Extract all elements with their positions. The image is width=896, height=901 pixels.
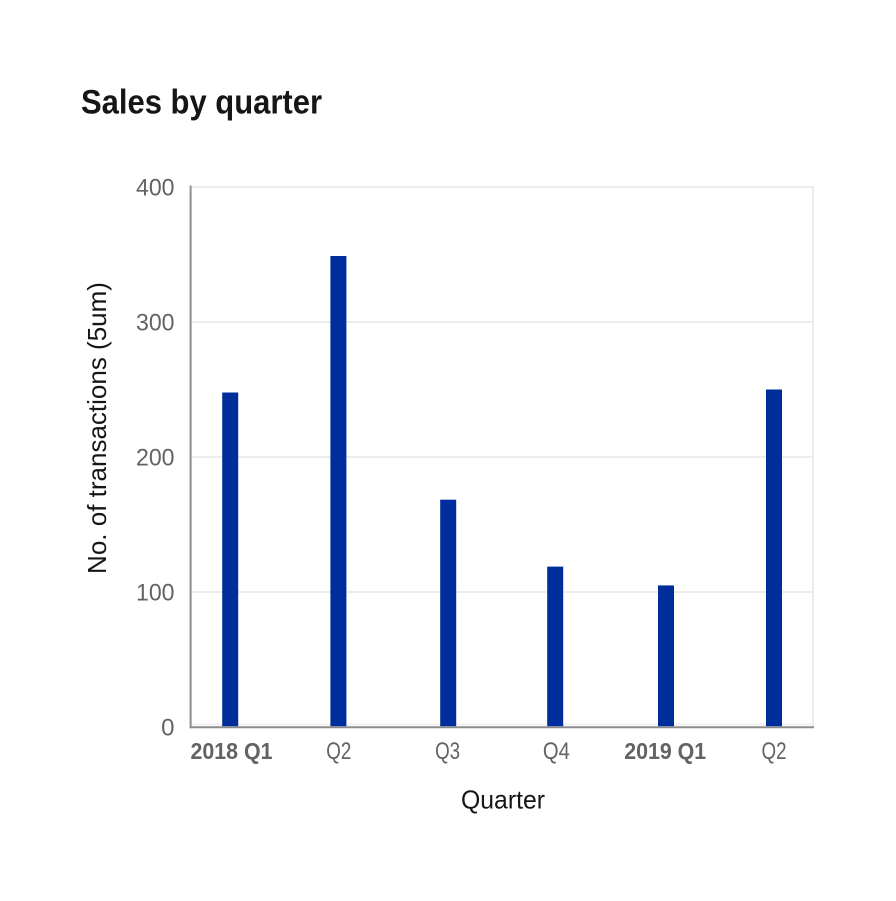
svg-text:Quarter: Quarter xyxy=(461,784,545,814)
svg-text:200: 200 xyxy=(136,445,175,472)
svg-text:No. of transactions (5um): No. of transactions (5um) xyxy=(82,282,112,574)
svg-text:Sales by quarter: Sales by quarter xyxy=(81,84,322,122)
svg-text:0: 0 xyxy=(161,715,174,742)
svg-text:Q2: Q2 xyxy=(326,738,351,765)
svg-text:100: 100 xyxy=(136,580,175,607)
svg-text:Q2: Q2 xyxy=(762,738,787,765)
svg-text:Q3: Q3 xyxy=(435,738,460,765)
svg-text:2019 Q1: 2019 Q1 xyxy=(624,738,706,764)
svg-text:400: 400 xyxy=(136,175,175,202)
svg-text:2018 Q1: 2018 Q1 xyxy=(191,738,273,764)
svg-text:Q4: Q4 xyxy=(543,738,570,765)
svg-text:300: 300 xyxy=(136,310,175,337)
